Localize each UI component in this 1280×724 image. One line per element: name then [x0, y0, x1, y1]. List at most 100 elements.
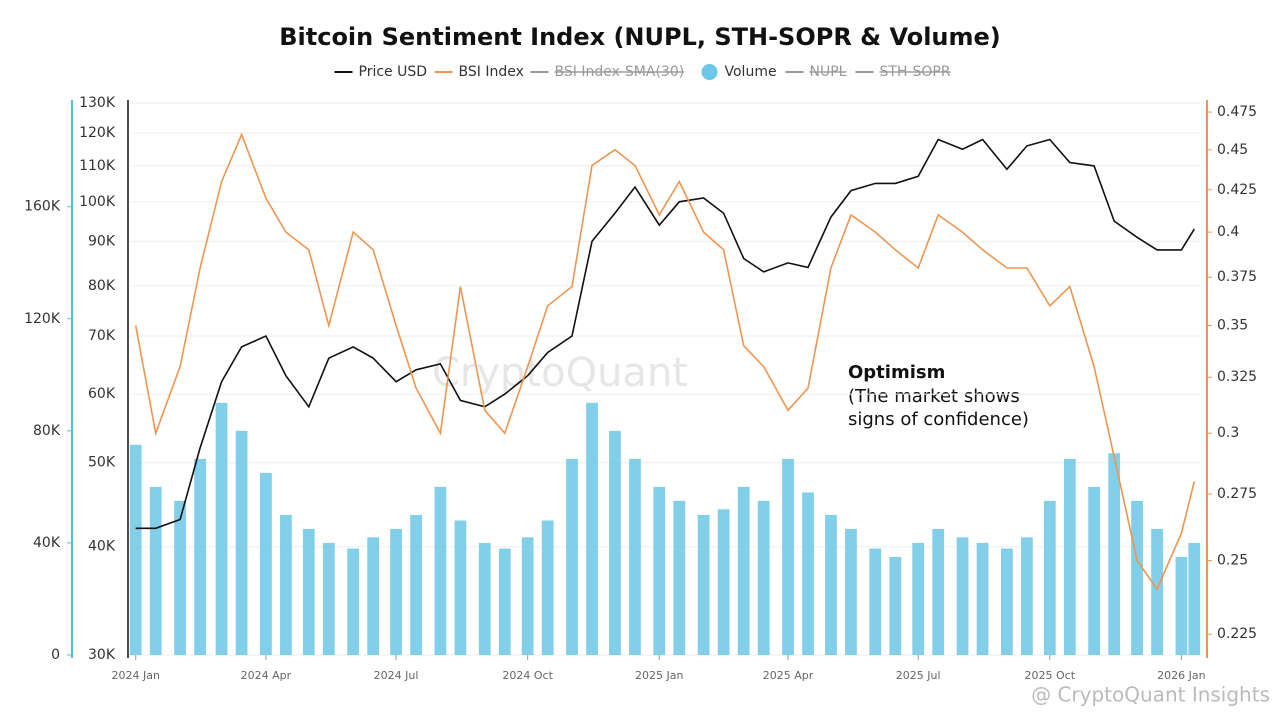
volume-bar: [410, 514, 422, 655]
volume-bar: [149, 486, 162, 655]
volume-bar: [322, 542, 335, 655]
volume-bar: [194, 458, 206, 655]
volume-bar: [174, 500, 186, 655]
y2-tick-label: 0.475: [1217, 104, 1257, 120]
legend-label[interactable]: BSI Index-SMA(30): [555, 64, 685, 80]
volume-bar: [956, 537, 969, 655]
annotation-title: Optimism: [848, 362, 945, 383]
x-tick-label: 2024 Oct: [502, 669, 553, 682]
volume-bar: [757, 500, 770, 655]
volume-bar: [697, 514, 710, 655]
volume-bar: [498, 548, 511, 655]
legend-label[interactable]: Volume: [725, 64, 777, 80]
volume-bar: [235, 430, 248, 655]
y-tick-label: 90K: [88, 233, 116, 249]
y-tick-label: 50K: [88, 455, 116, 471]
x-tick-label: 2026 Jan: [1157, 669, 1205, 682]
volume-bar: [1088, 486, 1101, 655]
y2-tick-label: 0.275: [1217, 486, 1257, 502]
volume-bar: [1043, 500, 1056, 655]
y3-tick-label: 120K: [24, 311, 61, 327]
volume-bar: [260, 472, 272, 655]
x-tick-label: 2025 Oct: [1025, 669, 1076, 682]
volume-bar: [912, 542, 925, 655]
volume-bar: [737, 486, 750, 655]
y-tick-label: 110K: [79, 158, 116, 174]
x-tick-label: 2024 Jan: [111, 669, 159, 682]
y-tick-label: 130K: [79, 95, 116, 111]
y2-tick-label: 0.375: [1217, 269, 1257, 285]
y2-tick-label: 0.4: [1217, 224, 1239, 240]
watermark: CryptoQuant: [432, 350, 688, 396]
volume-bar: [390, 528, 402, 655]
volume-bar: [454, 520, 467, 655]
annotation-line: signs of confidence): [848, 409, 1029, 430]
y2-tick-label: 0.3: [1217, 425, 1239, 441]
annotation-line: (The market shows: [848, 386, 1020, 407]
volume-bar: [1001, 548, 1013, 655]
volume-bar: [586, 402, 598, 655]
volume-bar: [1108, 453, 1121, 655]
volume-bar: [302, 528, 315, 655]
y-tick-label: 70K: [88, 328, 116, 344]
x-tick-label: 2024 Apr: [241, 669, 292, 682]
y-tick-label: 80K: [88, 278, 116, 294]
volume-bar: [976, 542, 989, 655]
plot-layer: [129, 102, 1201, 656]
y2-tick-label: 0.325: [1217, 369, 1257, 385]
volume-bar: [478, 542, 491, 655]
x-tick-label: 2025 Jan: [635, 669, 683, 682]
volume-bar: [825, 514, 837, 655]
volume-bar: [653, 486, 666, 655]
volume-bar: [347, 548, 360, 655]
volume-bar: [1188, 542, 1201, 655]
volume-bar: [129, 444, 142, 655]
volume-bar: [541, 520, 554, 655]
legend-label[interactable]: NUPL: [810, 64, 847, 80]
legend-label[interactable]: Price USD: [359, 64, 428, 80]
volume-bar: [889, 556, 902, 655]
y2-tick-label: 0.225: [1217, 626, 1257, 642]
y3-tick-label: 80K: [33, 423, 61, 439]
y3-tick-label: 160K: [24, 199, 61, 215]
series-line: [134, 132, 1196, 591]
y2-tick-label: 0.25: [1217, 553, 1248, 569]
y-tick-label: 30K: [88, 647, 116, 663]
volume-bar: [1021, 537, 1033, 655]
volume-bar: [629, 458, 641, 655]
volume-bar: [367, 537, 380, 655]
volume-bar: [1063, 458, 1076, 655]
x-tick-label: 2025 Jul: [896, 669, 941, 682]
y-tick-label: 120K: [79, 125, 116, 141]
y2-tick-label: 0.425: [1217, 182, 1257, 198]
volume-bar: [782, 458, 794, 655]
footer: @ CryptoQuant Insights: [1031, 683, 1270, 707]
y2-tick-label: 0.45: [1217, 142, 1248, 158]
volume-bar: [280, 514, 292, 655]
x-tick-label: 2024 Jul: [374, 669, 419, 682]
y-tick-label: 100K: [79, 194, 116, 210]
volume-bar: [1175, 556, 1188, 655]
y3-tick-label: 0: [51, 647, 60, 663]
volume-bar: [1151, 528, 1163, 655]
y2-tick-label: 0.35: [1217, 317, 1248, 333]
volume-bar: [566, 458, 578, 655]
volume-bar: [673, 500, 686, 655]
volume-bar: [802, 492, 814, 655]
y3-tick-label: 40K: [33, 535, 61, 551]
volume-bar: [1131, 500, 1143, 655]
legend-swatch: [701, 64, 718, 80]
series-line: [135, 138, 1195, 530]
volume-bar: [932, 528, 945, 655]
x-tick-label: 2025 Apr: [763, 669, 814, 682]
volume-bar: [869, 548, 882, 655]
volume-bar: [434, 486, 447, 655]
y-tick-label: 40K: [88, 539, 116, 555]
volume-bar: [521, 537, 534, 655]
legend-label[interactable]: STH-SOPR: [880, 64, 951, 80]
volume-bar: [717, 509, 730, 655]
y-tick-label: 60K: [88, 386, 116, 402]
chart-title: Bitcoin Sentiment Index (NUPL, STH-SOPR …: [279, 23, 1001, 51]
legend-label[interactable]: BSI Index: [459, 64, 524, 80]
